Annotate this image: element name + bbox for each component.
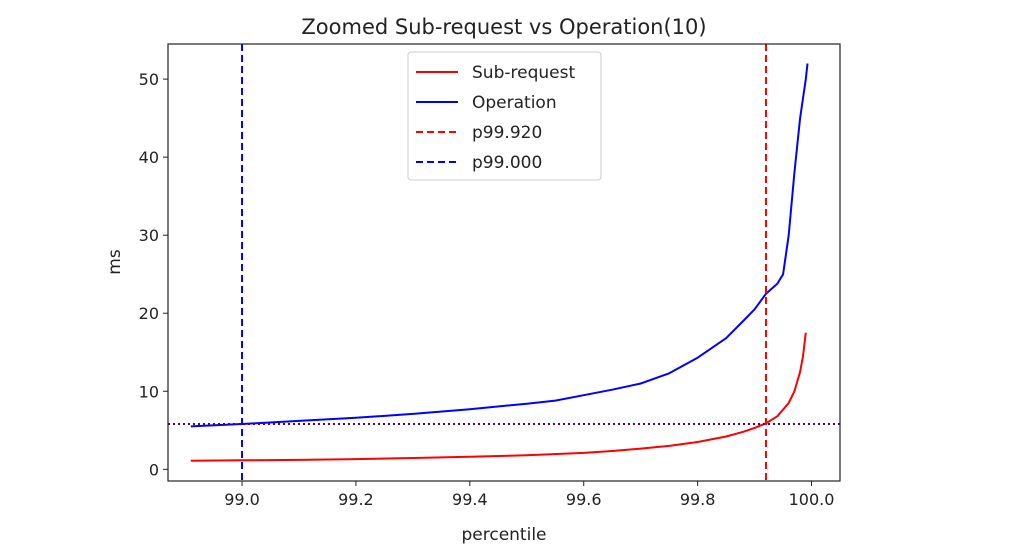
y-tick-label: 20 <box>139 304 159 323</box>
legend-box <box>407 51 602 181</box>
y-tick-label: 0 <box>149 460 159 479</box>
y-tick-label: 30 <box>139 226 159 245</box>
x-tick-label: 99.6 <box>566 490 602 509</box>
y-tick-label: 50 <box>139 70 159 89</box>
x-tick-label: 99.8 <box>680 490 716 509</box>
legend-label: p99.000 <box>472 153 542 173</box>
y-axis-label: ms <box>105 249 125 275</box>
legend-label: p99.920 <box>472 123 542 143</box>
x-tick-label: 99.4 <box>452 490 488 509</box>
x-tick-label: 99.2 <box>338 490 374 509</box>
series-line-operation <box>190 63 809 428</box>
plot-frame <box>167 43 841 482</box>
x-tick-label: 99.0 <box>224 490 260 509</box>
chart-title: Zoomed Sub-request vs Operation(10) <box>301 15 706 39</box>
x-tick-label: 100.0 <box>789 490 835 509</box>
legend: Sub-request Operation p99.920 p99.000 <box>407 51 602 181</box>
legend-label: Sub-request <box>472 63 575 83</box>
y-tick-label: 10 <box>139 382 159 401</box>
legend-label: Operation <box>472 93 557 113</box>
y-tick-label: 40 <box>139 148 159 167</box>
series-line-sub-request <box>190 332 807 462</box>
x-axis-label: percentile <box>461 525 546 545</box>
